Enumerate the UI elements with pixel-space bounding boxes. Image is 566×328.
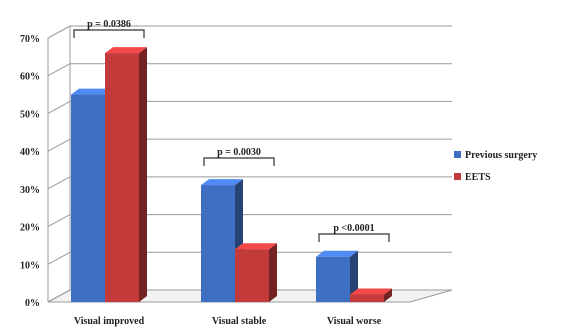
gridline-side — [47, 138, 71, 152]
legend-swatch — [454, 173, 461, 180]
bar-previous-surgery-visual-worse — [316, 250, 358, 302]
y-tick-label: 60% — [20, 72, 40, 83]
gridline-side — [47, 214, 71, 228]
y-axis-ticks: 0% 10% 20% 30% 40% 50% 60% 70% — [20, 34, 40, 309]
gridline-side — [47, 100, 71, 114]
legend-swatch — [454, 151, 461, 158]
bar-eets-visual-improved — [105, 47, 147, 303]
p-value-label: p = 0.0386 — [87, 19, 131, 30]
legend-label: Previous surgery — [465, 150, 537, 161]
legend: Previous surgery EETS — [454, 150, 537, 183]
bar-eets-visual-worse — [350, 288, 392, 302]
gridline-side — [47, 63, 71, 77]
gridline-side — [47, 176, 71, 190]
x-category-label: Visual stable — [212, 316, 267, 327]
bars-layer — [71, 47, 392, 303]
legend-label: EETS — [465, 172, 491, 183]
p-value-bracket: p = 0.0030 — [203, 147, 275, 166]
y-tick-label: 30% — [20, 185, 40, 196]
y-tick-label: 0% — [25, 298, 40, 309]
gridline-side — [47, 251, 71, 265]
p-value-annotations: p = 0.0386 p = 0.0030 p <0.0001 — [73, 19, 390, 242]
y-tick-label: 10% — [20, 260, 40, 271]
y-tick-label: 50% — [20, 109, 40, 120]
x-category-label: Visual improved — [74, 316, 145, 327]
x-category-label: Visual worse — [327, 316, 382, 327]
y-tick-label: 40% — [20, 147, 40, 158]
legend-item: EETS — [454, 172, 491, 183]
gridline-side — [47, 25, 71, 39]
bar-eets-visual-stable — [235, 243, 277, 302]
p-value-label: p = 0.0030 — [217, 147, 261, 158]
y-tick-label: 20% — [20, 223, 40, 234]
p-value-label: p <0.0001 — [333, 223, 374, 234]
p-value-bracket: p <0.0001 — [318, 223, 390, 242]
legend-item: Previous surgery — [454, 150, 537, 161]
y-tick-label: 70% — [20, 34, 40, 45]
p-value-bracket: p = 0.0386 — [73, 19, 145, 38]
x-axis-category-labels: Visual improved Visual stable Visual worse — [74, 316, 382, 327]
